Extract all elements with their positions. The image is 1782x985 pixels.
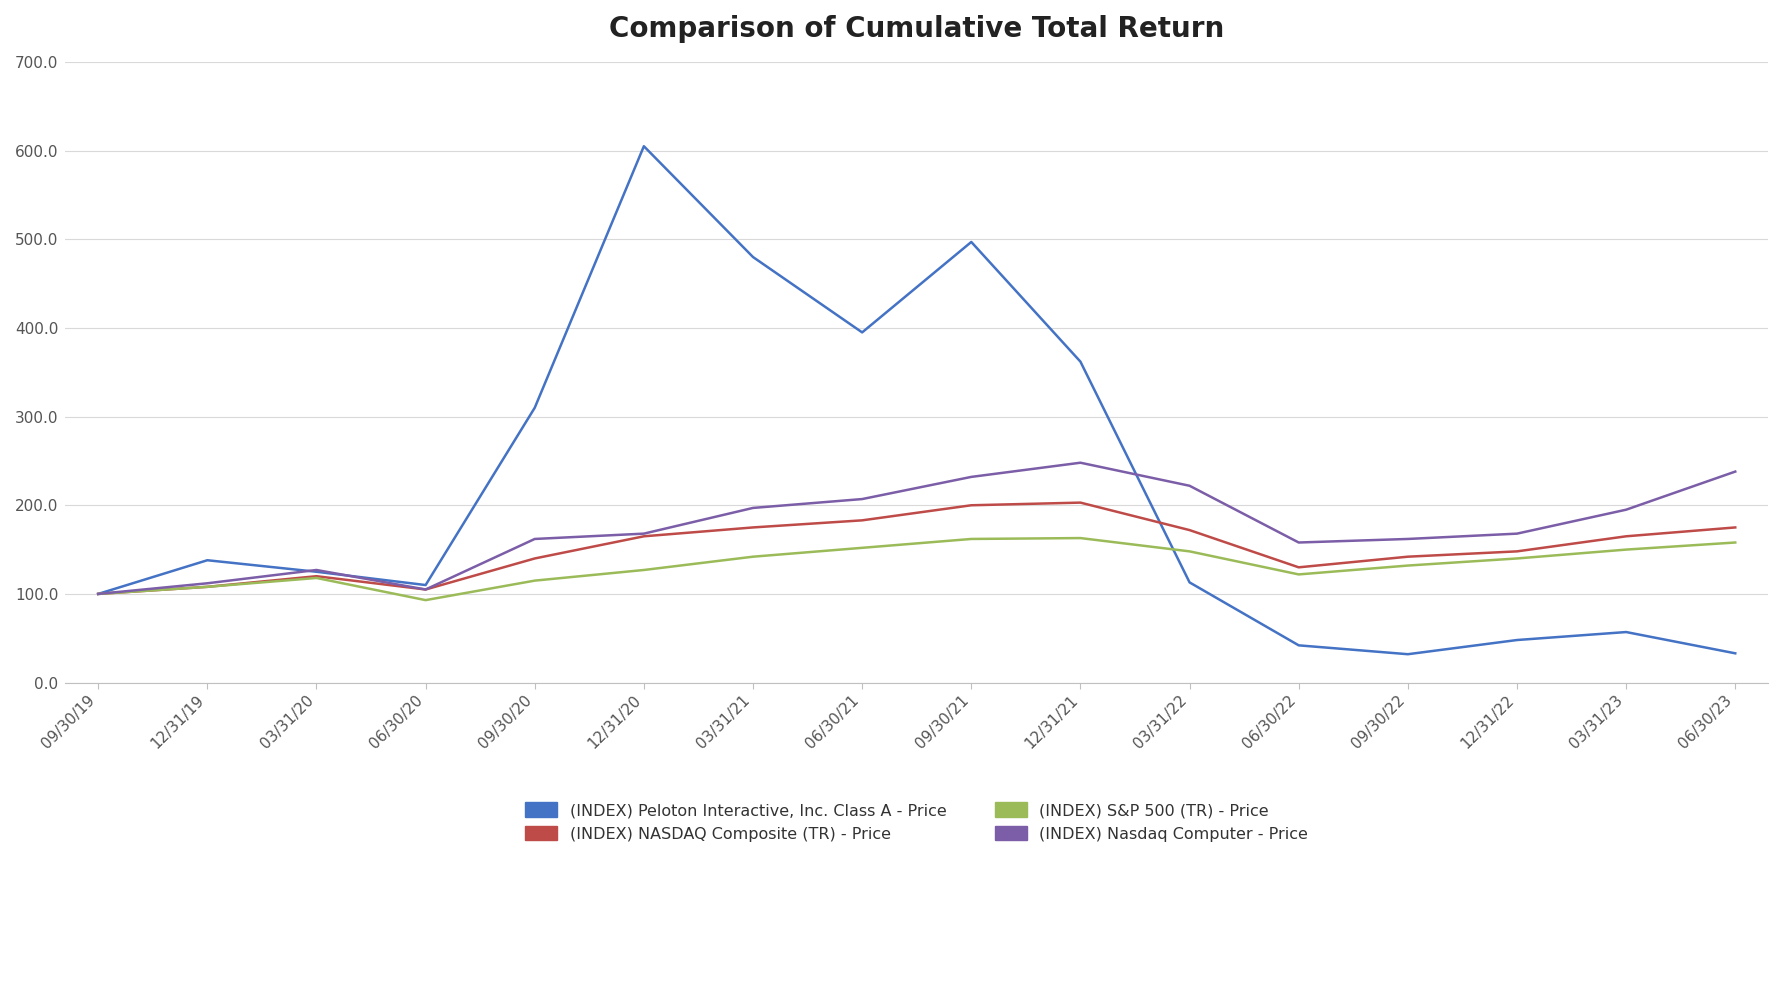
(INDEX) Nasdaq Computer - Price <box>1723 466 1745 478</box>
(INDEX) S&P 500 (TR) - Price <box>415 594 437 606</box>
(INDEX) NASDAQ Composite (TR) - Price <box>87 588 109 600</box>
(INDEX) NASDAQ Composite (TR) - Price <box>1069 496 1091 508</box>
(INDEX) Peloton Interactive, Inc. Class A - Price <box>1069 356 1091 367</box>
(INDEX) Nasdaq Computer - Price <box>87 588 109 600</box>
(INDEX) NASDAQ Composite (TR) - Price <box>196 581 217 593</box>
(INDEX) NASDAQ Composite (TR) - Price <box>1506 546 1527 558</box>
(INDEX) Peloton Interactive, Inc. Class A - Price <box>305 565 326 577</box>
(INDEX) Nasdaq Computer - Price <box>196 577 217 589</box>
(INDEX) S&P 500 (TR) - Price <box>1506 553 1527 564</box>
(INDEX) S&P 500 (TR) - Price <box>633 564 654 576</box>
(INDEX) S&P 500 (TR) - Price <box>1614 544 1636 556</box>
(INDEX) Peloton Interactive, Inc. Class A - Price <box>960 236 982 248</box>
(INDEX) Nasdaq Computer - Price <box>1397 533 1418 545</box>
(INDEX) NASDAQ Composite (TR) - Price <box>852 514 873 526</box>
Line: (INDEX) NASDAQ Composite (TR) - Price: (INDEX) NASDAQ Composite (TR) - Price <box>98 502 1734 594</box>
(INDEX) NASDAQ Composite (TR) - Price <box>415 583 437 595</box>
(INDEX) NASDAQ Composite (TR) - Price <box>524 553 545 564</box>
(INDEX) S&P 500 (TR) - Price <box>852 542 873 554</box>
(INDEX) NASDAQ Composite (TR) - Price <box>633 530 654 542</box>
(INDEX) Nasdaq Computer - Price <box>852 493 873 505</box>
Line: (INDEX) Peloton Interactive, Inc. Class A - Price: (INDEX) Peloton Interactive, Inc. Class … <box>98 146 1734 654</box>
(INDEX) Nasdaq Computer - Price <box>741 502 763 514</box>
(INDEX) Nasdaq Computer - Price <box>415 583 437 595</box>
(INDEX) Peloton Interactive, Inc. Class A - Price <box>741 251 763 263</box>
(INDEX) Peloton Interactive, Inc. Class A - Price <box>1723 647 1745 659</box>
(INDEX) Nasdaq Computer - Price <box>1287 537 1308 549</box>
Title: Comparison of Cumulative Total Return: Comparison of Cumulative Total Return <box>609 15 1224 43</box>
Legend: (INDEX) Peloton Interactive, Inc. Class A - Price, (INDEX) NASDAQ Composite (TR): (INDEX) Peloton Interactive, Inc. Class … <box>519 796 1313 848</box>
(INDEX) Nasdaq Computer - Price <box>1506 528 1527 540</box>
(INDEX) Peloton Interactive, Inc. Class A - Price <box>852 326 873 338</box>
(INDEX) Nasdaq Computer - Price <box>524 533 545 545</box>
(INDEX) NASDAQ Composite (TR) - Price <box>960 499 982 511</box>
(INDEX) NASDAQ Composite (TR) - Price <box>1614 530 1636 542</box>
(INDEX) S&P 500 (TR) - Price <box>1178 546 1199 558</box>
(INDEX) Nasdaq Computer - Price <box>305 564 326 576</box>
(INDEX) Peloton Interactive, Inc. Class A - Price <box>87 588 109 600</box>
(INDEX) S&P 500 (TR) - Price <box>1069 532 1091 544</box>
(INDEX) Peloton Interactive, Inc. Class A - Price <box>1397 648 1418 660</box>
(INDEX) Peloton Interactive, Inc. Class A - Price <box>1614 626 1636 638</box>
(INDEX) Peloton Interactive, Inc. Class A - Price <box>1178 576 1199 588</box>
(INDEX) Nasdaq Computer - Price <box>1069 457 1091 469</box>
(INDEX) NASDAQ Composite (TR) - Price <box>1178 524 1199 536</box>
(INDEX) NASDAQ Composite (TR) - Price <box>741 521 763 533</box>
(INDEX) NASDAQ Composite (TR) - Price <box>305 570 326 582</box>
(INDEX) Nasdaq Computer - Price <box>1178 480 1199 492</box>
(INDEX) NASDAQ Composite (TR) - Price <box>1397 551 1418 562</box>
(INDEX) Peloton Interactive, Inc. Class A - Price <box>196 555 217 566</box>
(INDEX) Peloton Interactive, Inc. Class A - Price <box>633 140 654 152</box>
(INDEX) S&P 500 (TR) - Price <box>196 581 217 593</box>
(INDEX) Nasdaq Computer - Price <box>960 471 982 483</box>
(INDEX) NASDAQ Composite (TR) - Price <box>1287 561 1308 573</box>
(INDEX) Peloton Interactive, Inc. Class A - Price <box>1287 639 1308 651</box>
(INDEX) Nasdaq Computer - Price <box>633 528 654 540</box>
(INDEX) Nasdaq Computer - Price <box>1614 503 1636 515</box>
(INDEX) S&P 500 (TR) - Price <box>524 574 545 586</box>
(INDEX) S&P 500 (TR) - Price <box>87 588 109 600</box>
(INDEX) S&P 500 (TR) - Price <box>1397 559 1418 571</box>
(INDEX) Peloton Interactive, Inc. Class A - Price <box>1506 634 1527 646</box>
(INDEX) S&P 500 (TR) - Price <box>1723 537 1745 549</box>
(INDEX) Peloton Interactive, Inc. Class A - Price <box>415 579 437 591</box>
(INDEX) NASDAQ Composite (TR) - Price <box>1723 521 1745 533</box>
(INDEX) S&P 500 (TR) - Price <box>960 533 982 545</box>
(INDEX) S&P 500 (TR) - Price <box>741 551 763 562</box>
(INDEX) Peloton Interactive, Inc. Class A - Price <box>524 402 545 414</box>
Line: (INDEX) S&P 500 (TR) - Price: (INDEX) S&P 500 (TR) - Price <box>98 538 1734 600</box>
(INDEX) S&P 500 (TR) - Price <box>1287 568 1308 580</box>
(INDEX) S&P 500 (TR) - Price <box>305 572 326 584</box>
Line: (INDEX) Nasdaq Computer - Price: (INDEX) Nasdaq Computer - Price <box>98 463 1734 594</box>
